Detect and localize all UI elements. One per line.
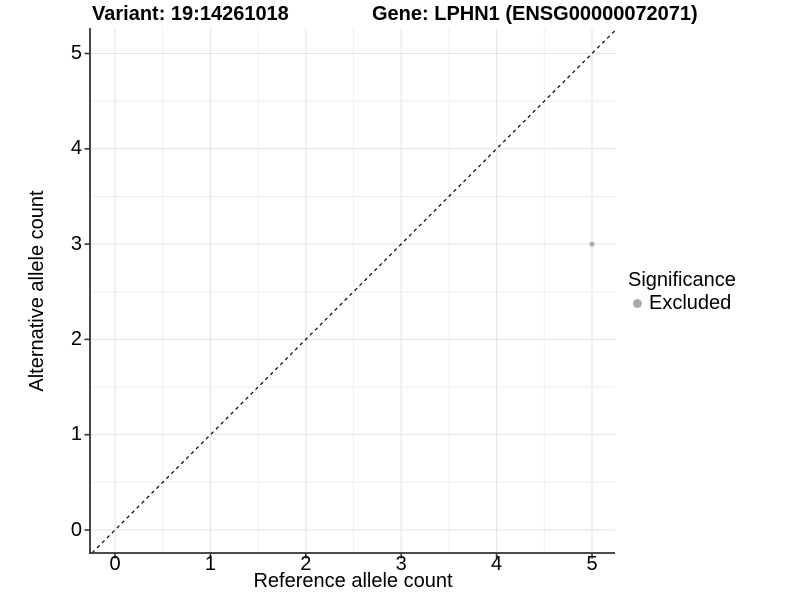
y-tick-label: 5	[70, 42, 82, 64]
x-tick-label: 5	[586, 553, 598, 575]
y-tick-label: 3	[70, 232, 82, 255]
plot-title-gene: Gene: LPHN1 (ENSG00000072071)	[372, 3, 698, 25]
legend-item-label: Excluded	[649, 292, 732, 314]
y-tick-label: 0	[70, 518, 82, 541]
legend-item-excluded: Excluded	[628, 293, 736, 314]
x-tick-label: 3	[395, 553, 407, 575]
legend-title: Significance	[628, 269, 736, 291]
x-axis-label: Reference allele count	[253, 570, 453, 592]
legend-point-icon	[633, 299, 642, 308]
y-tick-label: 1	[70, 423, 82, 446]
plot-title-variant: Variant: 19:14261018	[92, 3, 289, 25]
y-tick-label: 2	[70, 327, 82, 350]
y-tick-label: 4	[70, 137, 82, 160]
legend: Significance Excluded	[628, 270, 736, 314]
x-tick-label: 0	[109, 553, 121, 575]
data-point	[589, 241, 595, 247]
x-tick-label: 4	[491, 553, 503, 575]
y-axis-label: Alternative allele count	[26, 190, 48, 392]
x-tick-label: 1	[204, 553, 216, 575]
x-tick-label: 2	[300, 553, 312, 575]
